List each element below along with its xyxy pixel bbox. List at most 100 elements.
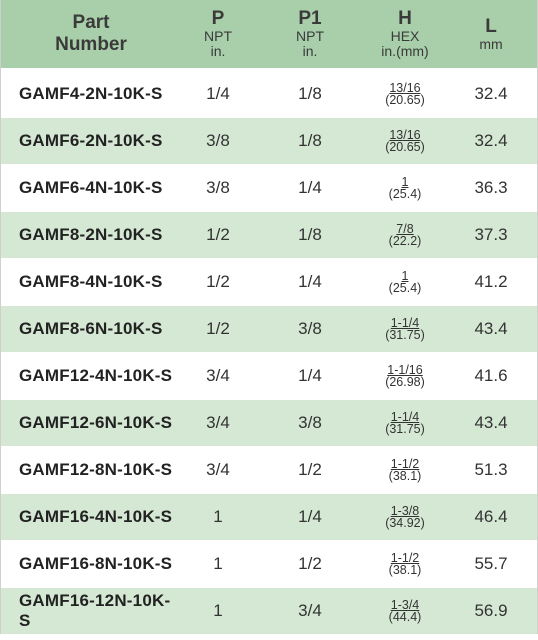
hex-size: 7/8 (22.2) xyxy=(388,222,422,248)
p1-size: 1/2 xyxy=(298,554,322,573)
cell-hex: 7/8 (22.2) xyxy=(365,212,445,258)
hex-inch: 1-1/16 xyxy=(387,363,423,377)
part-number: GAMF16-12N-10K-S xyxy=(19,591,171,630)
p-size: 3/4 xyxy=(206,366,230,385)
p-size: 1 xyxy=(213,601,223,620)
part-number: GAMF8-6N-10K-S xyxy=(19,319,163,338)
table-row: GAMF8-4N-10K-S 1/2 1/4 1 (25.4) 41.2 xyxy=(1,258,537,305)
cell-l: 41.6 xyxy=(445,353,537,399)
hex-mm: (26.98) xyxy=(385,375,425,389)
p1-size: 1/4 xyxy=(298,272,322,291)
hex-mm: (25.4) xyxy=(388,281,422,295)
cell-l: 55.7 xyxy=(445,541,537,587)
hex-inch: 13/16 xyxy=(389,81,421,95)
cell-p1: 1/4 xyxy=(255,494,365,540)
table-row: GAMF8-2N-10K-S 1/2 1/8 7/8 (22.2) 37.3 xyxy=(1,211,537,258)
header-part-label: Part xyxy=(72,12,110,33)
header-p: P NPT in. xyxy=(181,0,255,68)
part-number: GAMF8-2N-10K-S xyxy=(19,225,163,244)
hex-size: 1-1/2 (38.1) xyxy=(388,457,422,483)
hex-inch: 1-1/4 xyxy=(390,410,420,424)
part-number: GAMF6-4N-10K-S xyxy=(19,178,163,197)
header-l-main: L xyxy=(485,15,497,37)
header-h: H HEX in.(mm) xyxy=(365,0,445,68)
table-row: GAMF16-8N-10K-S 1 1/2 1-1/2 (38.1) 55.7 xyxy=(1,540,537,587)
p-size: 1/2 xyxy=(206,272,230,291)
cell-l: 32.4 xyxy=(445,118,537,164)
p1-size: 1/2 xyxy=(298,460,322,479)
p-size: 3/4 xyxy=(206,413,230,432)
header-p1-main: P1 xyxy=(298,8,322,29)
hex-size: 1-3/8 (34.92) xyxy=(385,504,425,530)
cell-hex: 1 (25.4) xyxy=(365,259,445,305)
table-row: GAMF16-4N-10K-S 1 1/4 1-3/8 (34.92) 46.4 xyxy=(1,493,537,540)
hex-inch: 1 xyxy=(401,175,409,189)
hex-mm: (38.1) xyxy=(388,563,422,577)
table-row: GAMF6-4N-10K-S 3/8 1/4 1 (25.4) 36.3 xyxy=(1,164,537,211)
length-mm: 37.3 xyxy=(474,225,508,244)
p1-size: 3/8 xyxy=(298,319,322,338)
length-mm: 46.4 xyxy=(474,507,508,526)
p1-size: 1/8 xyxy=(298,225,322,244)
cell-hex: 1 (25.4) xyxy=(365,165,445,211)
header-p1-sub1: NPT xyxy=(296,28,324,44)
cell-p: 1/2 xyxy=(181,259,255,305)
p-size: 1 xyxy=(213,507,223,526)
length-mm: 43.4 xyxy=(474,413,508,432)
length-mm: 56.9 xyxy=(474,601,508,620)
cell-l: 37.3 xyxy=(445,212,537,258)
hex-inch: 1-1/4 xyxy=(390,316,420,330)
table-row: GAMF12-8N-10K-S 3/4 1/2 1-1/2 (38.1) 51.3 xyxy=(1,446,537,493)
cell-part: GAMF12-6N-10K-S xyxy=(1,400,181,446)
cell-part: GAMF4-2N-10K-S xyxy=(1,71,181,117)
p1-size: 1/8 xyxy=(298,84,322,103)
cell-hex: 1-1/2 (38.1) xyxy=(365,447,445,493)
cell-p1: 1/8 xyxy=(255,212,365,258)
hex-mm: (38.1) xyxy=(388,469,422,483)
table-row: GAMF6-2N-10K-S 3/8 1/8 13/16 (20.65) 32.4 xyxy=(1,117,537,164)
hex-mm: (22.2) xyxy=(388,234,422,248)
cell-p: 1 xyxy=(181,588,255,634)
length-mm: 36.3 xyxy=(474,178,508,197)
hex-size: 1-1/2 (38.1) xyxy=(388,552,422,577)
part-number: GAMF16-8N-10K-S xyxy=(19,554,173,573)
hex-inch: 1-3/8 xyxy=(390,504,420,518)
cell-part: GAMF12-4N-10K-S xyxy=(1,353,181,399)
table-row: GAMF16-12N-10K-S 1 3/4 1-3/4 (44.4) 56.9 xyxy=(1,587,537,634)
part-number: GAMF6-2N-10K-S xyxy=(19,131,163,150)
cell-l: 43.4 xyxy=(445,400,537,446)
p-size: 3/8 xyxy=(206,178,230,197)
table-body: GAMF4-2N-10K-S 1/4 1/8 13/16 (20.65) 32.4 GAMF… xyxy=(1,70,537,634)
p-size: 1/4 xyxy=(206,84,230,103)
hex-size: 13/16 (20.65) xyxy=(385,81,425,107)
hex-mm: (31.75) xyxy=(385,422,425,436)
hex-size: 1-1/16 (26.98) xyxy=(385,363,425,389)
cell-p1: 1/2 xyxy=(255,447,365,493)
table-row: GAMF4-2N-10K-S 1/4 1/8 13/16 (20.65) 32.4 xyxy=(1,70,537,117)
hex-inch: 1-1/2 xyxy=(390,457,420,471)
cell-part: GAMF16-12N-10K-S xyxy=(1,588,181,634)
cell-p: 1 xyxy=(181,541,255,587)
header-l-sub1: mm xyxy=(479,35,503,52)
part-number: GAMF12-4N-10K-S xyxy=(19,366,173,385)
cell-p1: 3/4 xyxy=(255,588,365,634)
cell-p: 3/8 xyxy=(181,118,255,164)
hex-inch: 7/8 xyxy=(396,222,414,236)
cell-p1: 1/2 xyxy=(255,541,365,587)
table-header: Part Number P NPT in. P1 NPT in. H HEX i… xyxy=(1,0,537,70)
cell-l: 41.2 xyxy=(445,259,537,305)
length-mm: 32.4 xyxy=(474,131,508,150)
table-row: GAMF12-6N-10K-S 3/4 3/8 1-1/4 (31.75) 43.4 xyxy=(1,399,537,446)
cell-p1: 1/4 xyxy=(255,165,365,211)
hex-size: 13/16 (20.65) xyxy=(385,129,425,154)
p1-size: 1/4 xyxy=(298,507,322,526)
length-mm: 43.4 xyxy=(474,319,508,338)
cell-part: GAMF6-4N-10K-S xyxy=(1,165,181,211)
cell-part: GAMF8-4N-10K-S xyxy=(1,259,181,305)
hex-size: 1 (25.4) xyxy=(388,269,422,295)
cell-p1: 1/8 xyxy=(255,71,365,117)
cell-l: 32.4 xyxy=(445,71,537,117)
hex-inch: 1-3/4 xyxy=(390,598,420,612)
hex-inch: 1 xyxy=(401,269,409,283)
